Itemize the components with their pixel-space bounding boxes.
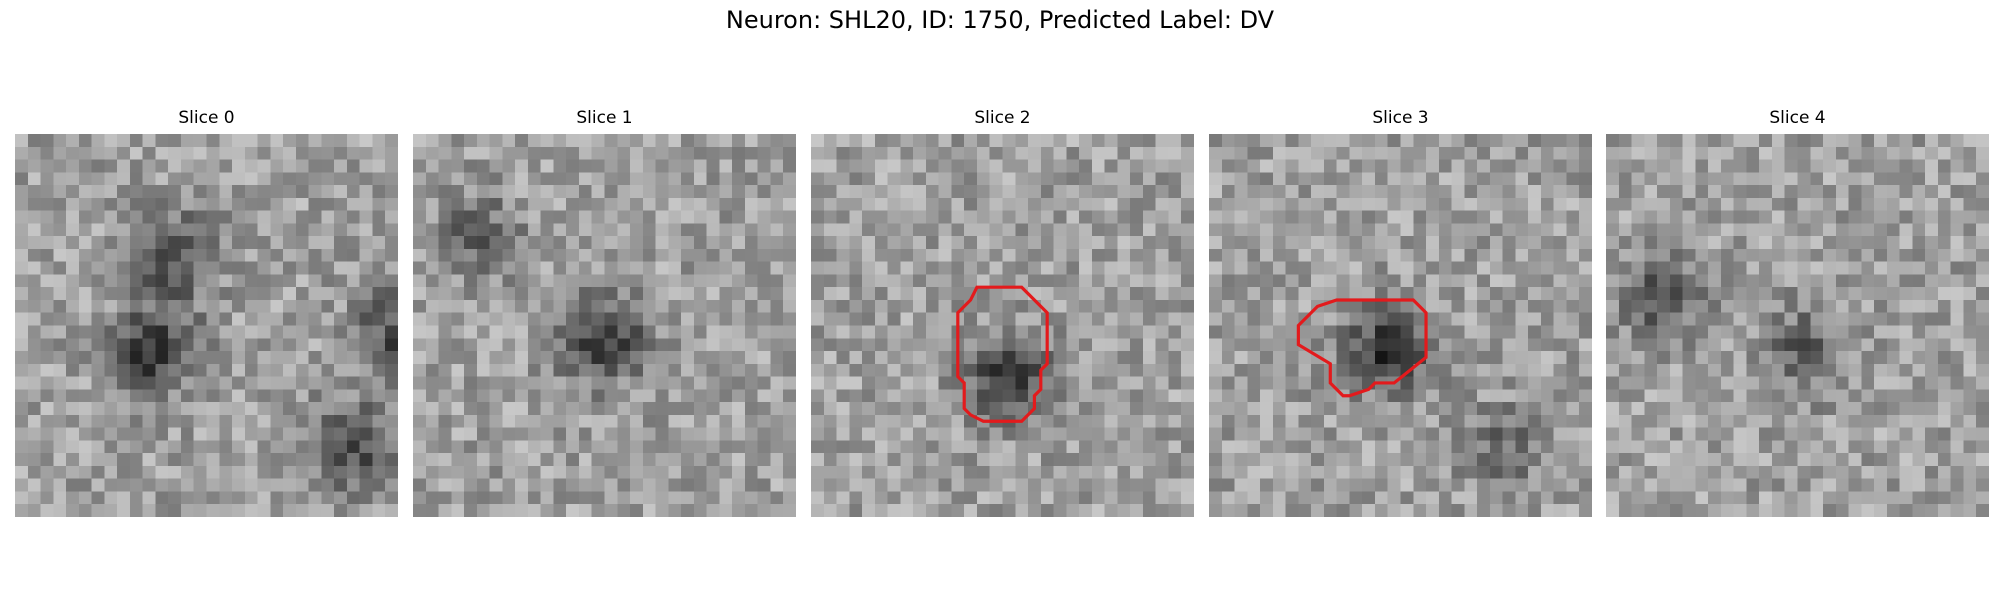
- slice-0-title: Slice 0: [178, 108, 235, 128]
- slice-1-title: Slice 1: [576, 108, 633, 128]
- slice-3-image: [1209, 134, 1592, 517]
- slice-4-image: [1606, 134, 1989, 517]
- slice-2-image: [811, 134, 1194, 517]
- roi-contour: [1296, 298, 1428, 398]
- slice-2-title: Slice 2: [974, 108, 1031, 128]
- slice-0-image: [15, 134, 398, 517]
- figure-title: Neuron: SHL20, ID: 1750, Predicted Label…: [725, 6, 1275, 34]
- roi-contour: [956, 285, 1049, 423]
- slice-3-title: Slice 3: [1372, 108, 1429, 128]
- slice-4-title: Slice 4: [1769, 108, 1826, 128]
- slice-1-image: [413, 134, 796, 517]
